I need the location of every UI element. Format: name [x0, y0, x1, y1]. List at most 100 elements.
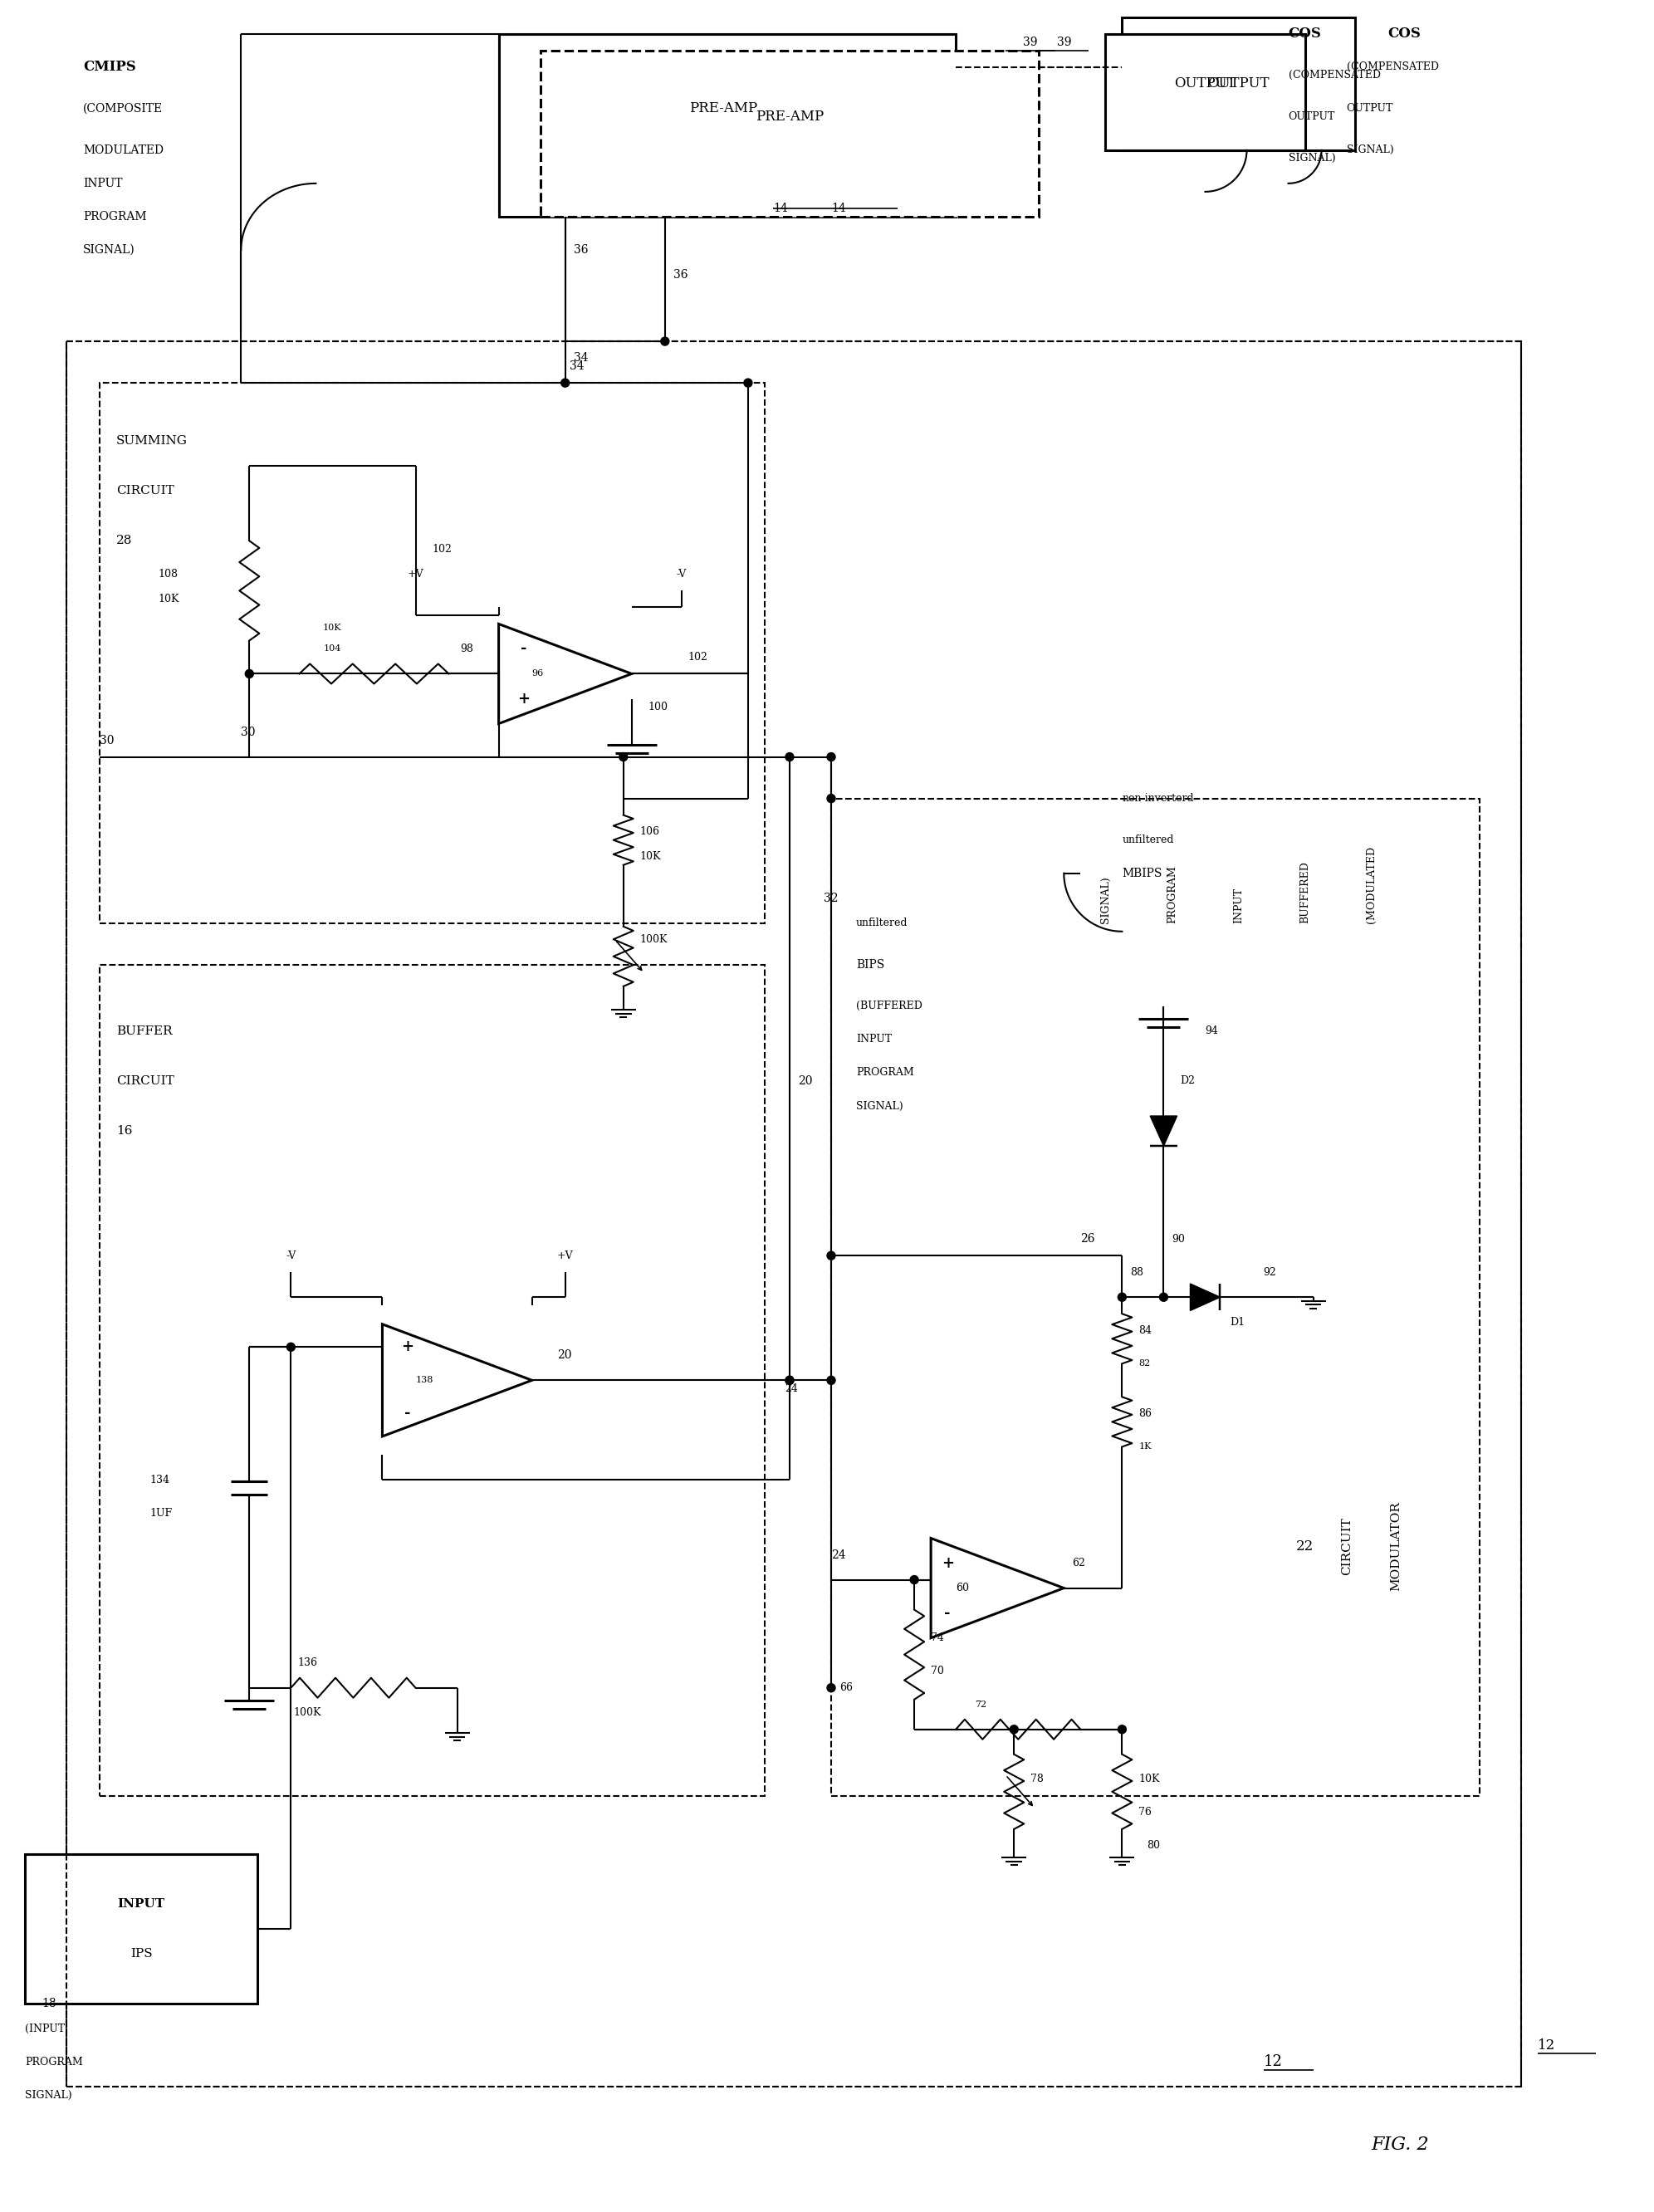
Circle shape: [1118, 1294, 1126, 1301]
Text: -: -: [521, 641, 526, 657]
Text: +V: +V: [557, 1250, 574, 1261]
Text: OUTPUT: OUTPUT: [1174, 77, 1236, 91]
Text: non-inverterd: non-inverterd: [1121, 794, 1194, 803]
Circle shape: [827, 752, 835, 761]
Circle shape: [827, 794, 835, 803]
Circle shape: [744, 378, 753, 387]
Text: 36: 36: [574, 243, 589, 257]
Text: 98: 98: [460, 644, 473, 655]
Text: (INPUT: (INPUT: [25, 2024, 65, 2035]
Text: FIG. 2: FIG. 2: [1371, 2137, 1429, 2154]
Text: 10K: 10K: [157, 593, 179, 604]
Text: D1: D1: [1231, 1316, 1245, 1327]
Text: 32: 32: [824, 891, 839, 905]
Text: 102: 102: [432, 544, 452, 555]
Text: -: -: [944, 1606, 951, 1621]
Text: CIRCUIT: CIRCUIT: [116, 484, 174, 498]
Circle shape: [1159, 1294, 1168, 1301]
Text: INPUT: INPUT: [857, 1033, 892, 1044]
Text: INPUT: INPUT: [1232, 887, 1244, 922]
Text: 138: 138: [415, 1376, 433, 1385]
Text: 14: 14: [832, 204, 845, 215]
Text: OUTPUT: OUTPUT: [1346, 104, 1393, 115]
Text: 12: 12: [1538, 2037, 1555, 2053]
Text: INPUT: INPUT: [83, 177, 122, 190]
Text: 74: 74: [931, 1632, 944, 1644]
Text: 76: 76: [1138, 1807, 1151, 1818]
Text: SIGNAL): SIGNAL): [83, 243, 136, 257]
Bar: [99, 964, 764, 1796]
Text: 39: 39: [1057, 35, 1072, 49]
Text: 30: 30: [241, 726, 256, 739]
Text: COS: COS: [1288, 27, 1322, 40]
Text: 106: 106: [640, 827, 660, 836]
Circle shape: [619, 752, 627, 761]
Text: (COMPENSATED: (COMPENSATED: [1346, 62, 1439, 73]
Circle shape: [245, 670, 253, 677]
Text: +: +: [941, 1555, 954, 1571]
Text: PROGRAM: PROGRAM: [25, 2057, 83, 2068]
Text: PROGRAM: PROGRAM: [857, 1068, 915, 1077]
Text: -V: -V: [676, 568, 686, 580]
Text: 20: 20: [797, 1075, 812, 1086]
Bar: [66, 341, 1522, 2086]
Text: unfiltered: unfiltered: [1121, 834, 1174, 845]
Text: 20: 20: [557, 1349, 571, 1360]
Text: (COMPOSITE: (COMPOSITE: [83, 102, 164, 115]
Text: SIGNAL): SIGNAL): [1288, 153, 1335, 164]
Text: 30: 30: [99, 734, 114, 745]
Circle shape: [561, 378, 569, 387]
Text: MODULATOR: MODULATOR: [1391, 1502, 1403, 1590]
Circle shape: [910, 1575, 918, 1584]
Text: 80: 80: [1146, 1840, 1159, 1851]
Text: 100K: 100K: [294, 1708, 321, 1719]
Polygon shape: [1191, 1283, 1221, 1312]
Text: -: -: [404, 1407, 410, 1420]
Text: 10K: 10K: [323, 624, 342, 633]
Text: MODULATED: MODULATED: [83, 144, 164, 157]
Text: CIRCUIT: CIRCUIT: [1341, 1517, 1353, 1575]
Text: (BUFFERED: (BUFFERED: [857, 1000, 923, 1011]
Text: +: +: [400, 1340, 414, 1354]
Text: SIGNAL): SIGNAL): [25, 2090, 73, 2101]
Text: 16: 16: [116, 1126, 132, 1137]
Text: 102: 102: [688, 653, 708, 664]
Bar: [500, 33, 956, 217]
Text: 34: 34: [569, 361, 584, 372]
Text: D2: D2: [1181, 1075, 1196, 1086]
Circle shape: [1011, 1725, 1019, 1734]
Circle shape: [827, 1376, 835, 1385]
Bar: [25, 1854, 258, 2004]
Text: 34: 34: [574, 352, 589, 363]
Text: (COMPENSATED: (COMPENSATED: [1288, 71, 1381, 82]
Text: CIRCUIT: CIRCUIT: [116, 1075, 174, 1086]
Text: 10K: 10K: [640, 852, 662, 863]
Text: MBIPS: MBIPS: [1121, 867, 1163, 878]
Text: 94: 94: [1206, 1026, 1219, 1037]
Text: 82: 82: [1138, 1360, 1151, 1367]
Text: 92: 92: [1264, 1267, 1277, 1279]
Text: 72: 72: [974, 1701, 987, 1708]
Bar: [1121, 18, 1355, 150]
Text: 88: 88: [1130, 1267, 1143, 1279]
Text: 10K: 10K: [1138, 1774, 1159, 1785]
Circle shape: [827, 1683, 835, 1692]
Text: +: +: [518, 692, 529, 706]
Circle shape: [660, 336, 670, 345]
Text: 1K: 1K: [1138, 1442, 1151, 1451]
Text: PROGRAM: PROGRAM: [1166, 865, 1178, 922]
Circle shape: [786, 752, 794, 761]
Text: BIPS: BIPS: [857, 958, 885, 971]
Text: 78: 78: [1030, 1774, 1044, 1785]
Text: 39: 39: [1024, 35, 1039, 49]
Bar: [832, 799, 1479, 1796]
Text: PRE-AMP: PRE-AMP: [690, 102, 758, 115]
Text: -V: -V: [286, 1250, 296, 1261]
Text: SIGNAL): SIGNAL): [1100, 876, 1111, 922]
Text: 100K: 100K: [640, 933, 668, 945]
Circle shape: [1118, 1725, 1126, 1734]
Text: 14: 14: [772, 204, 787, 215]
Text: SUMMING: SUMMING: [116, 436, 189, 447]
Text: 26: 26: [1080, 1232, 1095, 1245]
Text: 62: 62: [1072, 1557, 1085, 1568]
